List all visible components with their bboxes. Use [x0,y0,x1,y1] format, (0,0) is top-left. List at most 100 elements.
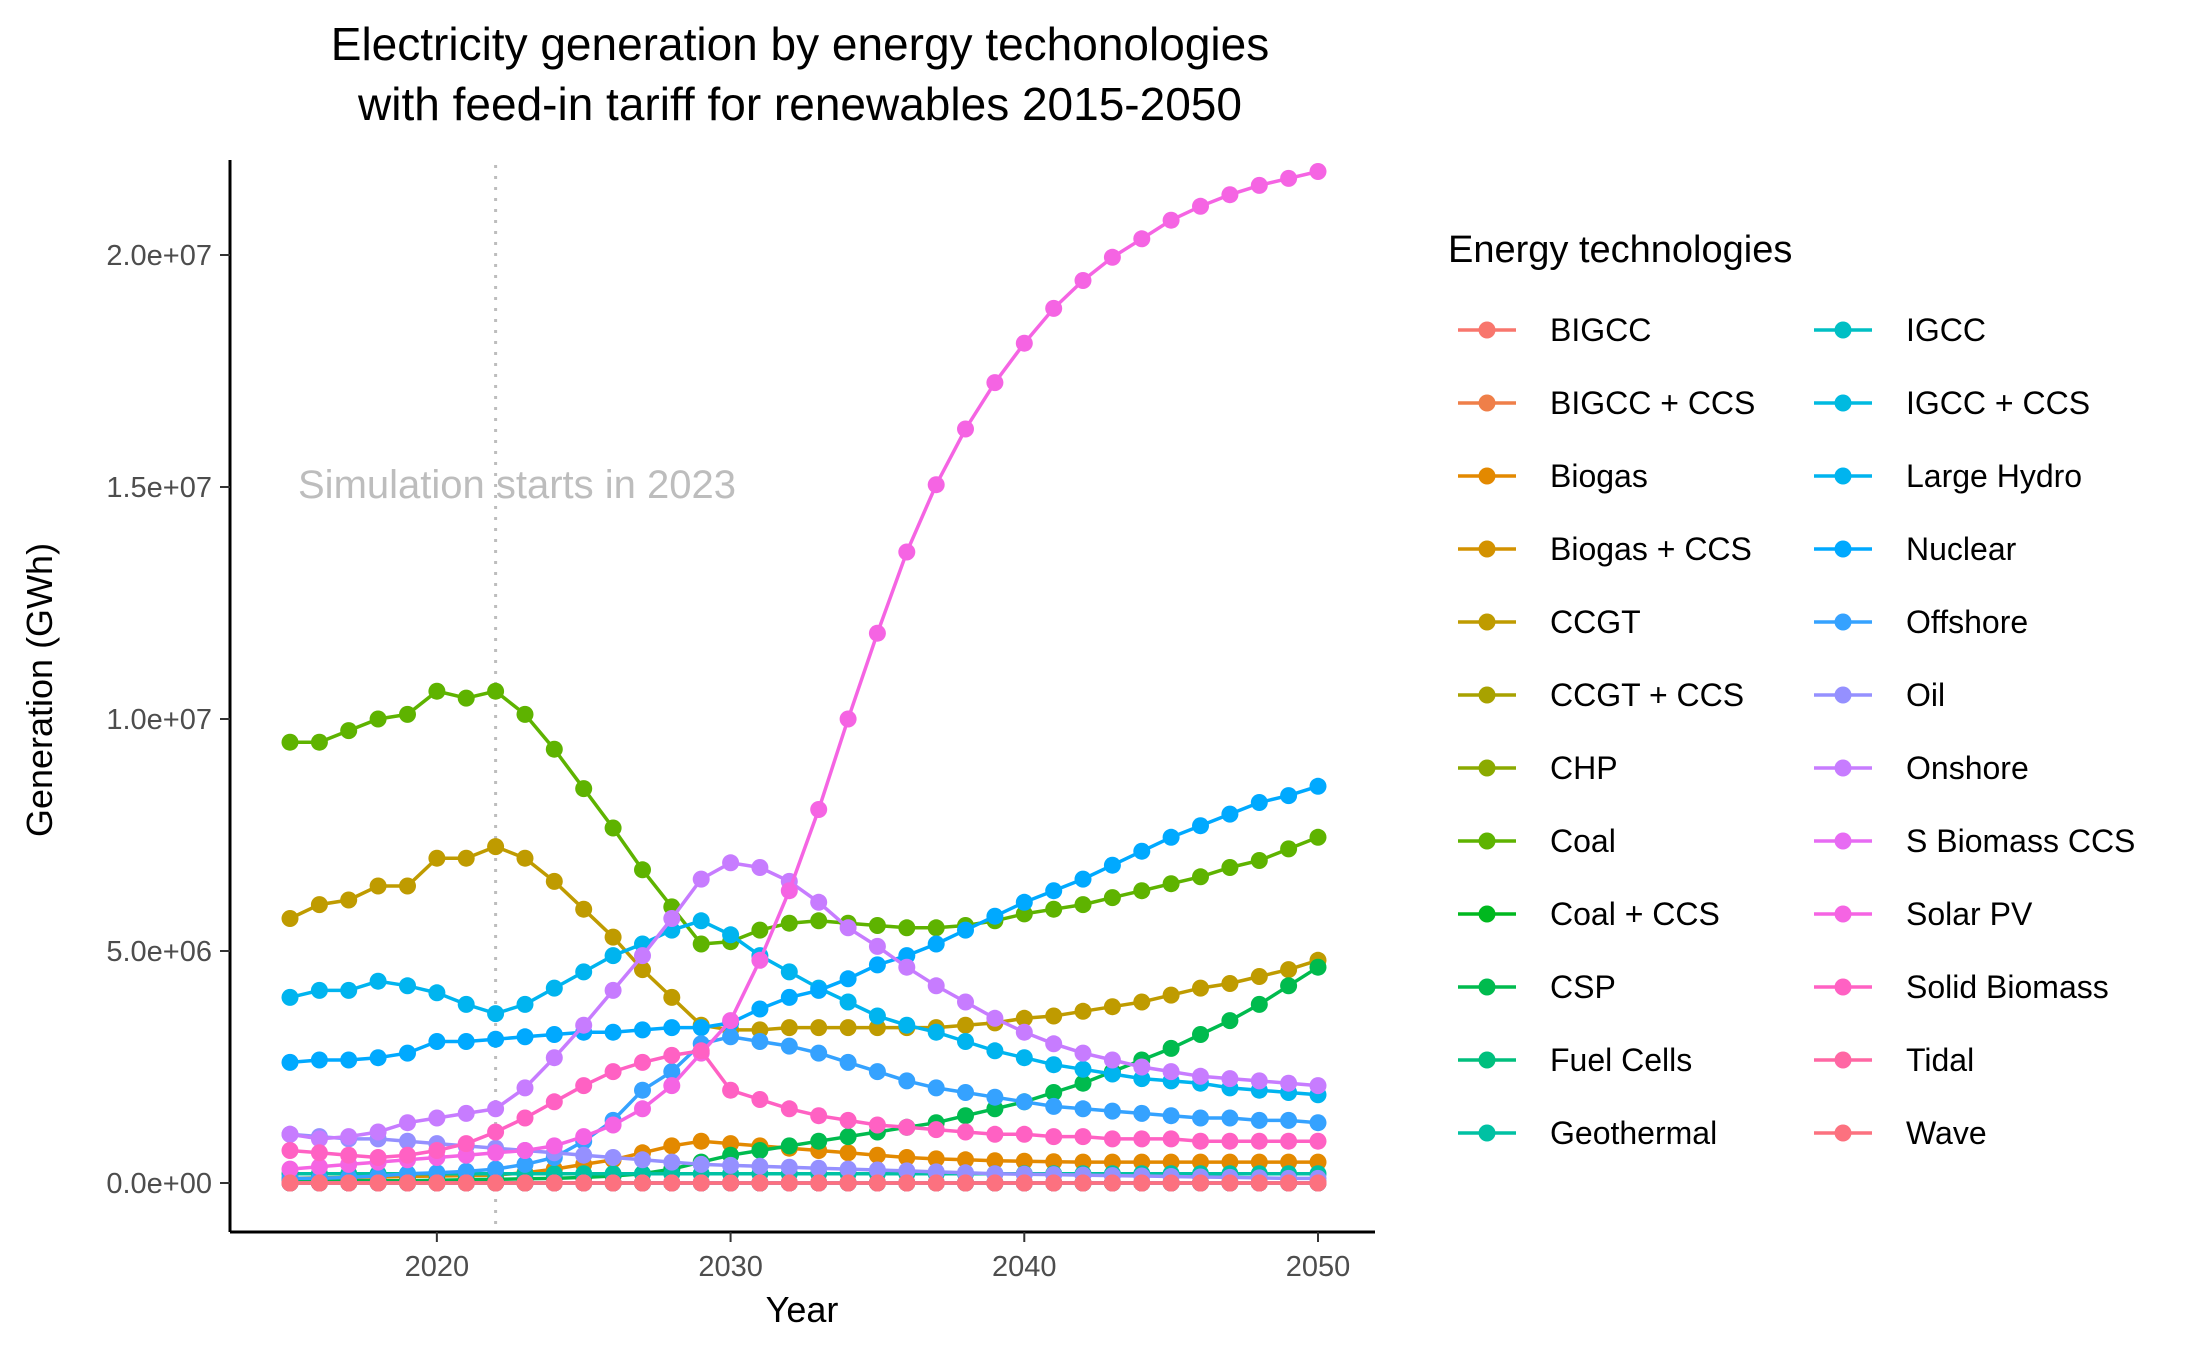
data-point-solid-biomass [1103,1130,1121,1148]
data-point-offshore [1133,1104,1151,1122]
legend-item-biogas-ccs: Biogas + CCS [1458,531,1752,567]
data-point-large-hydro [545,979,563,997]
data-point-wave [1250,1174,1268,1192]
y-axis-ticks: 0.0e+00 5.0e+06 1.0e+07 1.5e+07 2.0e+07 [106,240,230,1200]
data-point-offshore [1250,1111,1268,1129]
data-point-offshore [927,1079,945,1097]
data-point-large-hydro [1103,1065,1121,1083]
legend-key-point [1478,978,1496,996]
data-point-biogas [898,1149,916,1166]
data-point-offshore [1309,1114,1327,1132]
y-axis-title: Generation (GWh) [19,543,60,837]
data-point-large-hydro [839,993,857,1011]
legend-key-point [1478,321,1496,339]
data-point-nuclear [868,956,886,974]
data-point-solar-pv [722,1012,740,1030]
x-axis-ticks: 2020 2030 2040 2050 [405,1232,1351,1283]
legend-title: Energy technologies [1448,229,1792,271]
legend-key-point [1478,1051,1496,1069]
data-point-wave [1280,1174,1298,1192]
data-point-large-hydro [369,972,387,990]
data-point-solid-biomass [957,1123,974,1141]
legend-key-point [1834,905,1852,923]
data-point-nuclear [604,1023,622,1041]
y-tick-label: 1.5e+07 [106,472,212,504]
data-point-ccgt [1103,998,1121,1016]
data-point-csp [751,1142,769,1159]
data-point-wave [692,1174,710,1192]
legend-key-point [1478,905,1496,923]
data-point-wave [751,1174,769,1192]
legend-key-point [1834,978,1852,996]
data-point-nuclear [1309,777,1327,795]
data-point-wave [663,1174,681,1192]
series-solar-pv [281,163,1327,1178]
legend-key-point [1478,467,1496,485]
data-point-coal [281,733,299,751]
data-point-onshore [516,1079,534,1097]
data-point-ccgt [487,838,505,856]
data-point-solid-biomass [428,1142,446,1159]
data-point-wave [1133,1174,1151,1192]
legend-item-wave: Wave [1814,1115,1987,1151]
legend-item-solar-pv: Solar PV [1814,896,2033,932]
data-point-solid-biomass [986,1125,1004,1143]
data-point-solar-pv [663,1077,681,1095]
data-point-offshore [1221,1109,1239,1127]
data-point-nuclear [545,1026,563,1043]
data-point-coal [399,705,416,723]
data-point-nuclear [663,1019,681,1037]
data-point-solid-biomass [575,1077,593,1095]
legend-key-point [1834,1124,1852,1142]
legend-item-fuel-cells: Fuel Cells [1458,1042,1692,1078]
data-point-solid-biomass [310,1144,328,1162]
plot-area: Simulation starts in 2023 2020 2030 2040 20… [106,160,1375,1283]
data-point-nuclear [692,1019,710,1037]
data-point-solid-biomass [1162,1130,1180,1148]
data-point-onshore [1309,1077,1327,1095]
legend-key-point [1834,394,1852,412]
data-point-solid-biomass [898,1118,916,1136]
data-point-oil [692,1155,710,1173]
data-point-coal [1045,900,1063,918]
legend-item-biogas: Biogas [1458,458,1648,494]
data-point-large-hydro [428,984,446,1002]
data-point-ccgt [575,900,593,918]
data-point-nuclear [428,1033,446,1050]
data-point-ccgt [839,1019,857,1037]
data-point-nuclear [810,981,828,999]
data-point-large-hydro [399,977,416,995]
legend-item-oil: Oil [1814,677,1945,713]
data-point-wave [457,1174,475,1192]
data-point-csp [1280,977,1298,995]
data-point-onshore [1162,1063,1180,1081]
x-tick-label: 2050 [1286,1251,1351,1283]
data-point-large-hydro [780,963,798,981]
data-point-coal [810,912,828,930]
data-point-coal [927,919,945,937]
legend-item-bigcc: BIGCC [1458,312,1651,348]
data-point-onshore [545,1049,563,1067]
data-point-ccgt [1192,979,1209,997]
data-point-onshore [634,947,651,965]
series-line-coal [290,689,1319,946]
data-point-wave [780,1174,798,1192]
data-point-solid-biomass [810,1107,828,1125]
data-point-onshore [692,870,710,888]
data-point-wave [604,1174,622,1192]
data-point-biogas [839,1144,857,1162]
data-point-offshore [634,1081,651,1099]
data-point-wave [1192,1174,1209,1192]
data-point-wave [399,1174,416,1192]
data-point-solar-pv [281,1160,299,1178]
chart-title-line-1: Electricity generation by energy techono… [331,18,1269,70]
data-point-nuclear [839,970,857,988]
data-point-solid-biomass [1309,1132,1327,1150]
data-point-solid-biomass [604,1063,622,1081]
legend-label: Offshore [1906,604,2028,640]
series-line-onshore [289,860,1319,1141]
legend-label: CSP [1550,969,1616,1005]
data-point-onshore [1221,1070,1239,1088]
data-point-coal [545,740,563,758]
